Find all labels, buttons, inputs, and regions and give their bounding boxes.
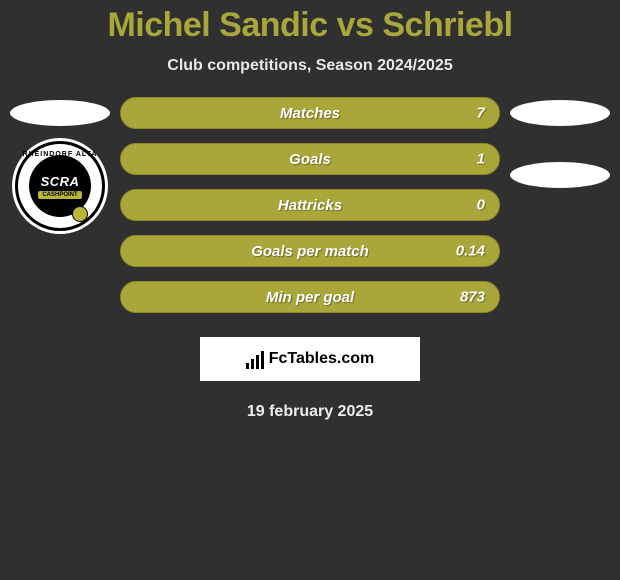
stat-value-right: 873 (460, 289, 485, 306)
right-avatar-placeholder-1 (510, 100, 610, 126)
badge-sub-text: CASHPOINT (38, 191, 81, 199)
stat-label: Min per goal (266, 289, 354, 306)
badge-main-text: SCRA (41, 174, 80, 189)
footer-brand-box[interactable]: FcTables.com (200, 337, 420, 381)
stat-value-right: 0 (477, 197, 485, 214)
badge-ball-icon (72, 206, 88, 222)
right-player-column (510, 97, 610, 313)
stat-bar-matches: Matches 7 (120, 97, 500, 129)
stat-bar-min-per-goal: Min per goal 873 (120, 281, 500, 313)
right-avatar-placeholder-2 (510, 162, 610, 188)
left-avatar-placeholder (10, 100, 110, 126)
comparison-row: RHEINDORF ALTA SCRA CASHPOINT Matches 7 … (0, 97, 620, 313)
stat-bar-goals-per-match: Goals per match 0.14 (120, 235, 500, 267)
left-club-badge: RHEINDORF ALTA SCRA CASHPOINT (12, 138, 108, 234)
page-title: Michel Sandic vs Schriebl (0, 0, 620, 51)
stat-bar-hattricks: Hattricks 0 (120, 189, 500, 221)
stats-column: Matches 7 Goals 1 Hattricks 0 Goals per … (120, 97, 500, 313)
footer-brand-text: FcTables.com (269, 350, 375, 368)
stat-value-right: 7 (477, 105, 485, 122)
stat-label: Hattricks (278, 197, 342, 214)
stat-label: Matches (280, 105, 340, 122)
stat-label: Goals (289, 151, 331, 168)
stat-bar-goals: Goals 1 (120, 143, 500, 175)
date-line: 19 february 2025 (0, 403, 620, 421)
left-player-column: RHEINDORF ALTA SCRA CASHPOINT (10, 97, 110, 313)
subtitle: Club competitions, Season 2024/2025 (0, 57, 620, 75)
stat-label: Goals per match (251, 243, 369, 260)
badge-arc-text: RHEINDORF ALTA (23, 151, 98, 158)
brand-bars-icon (246, 349, 264, 369)
club-badge-inner: RHEINDORF ALTA SCRA CASHPOINT (15, 141, 105, 231)
stat-value-right: 0.14 (456, 243, 485, 260)
stat-value-right: 1 (477, 151, 485, 168)
